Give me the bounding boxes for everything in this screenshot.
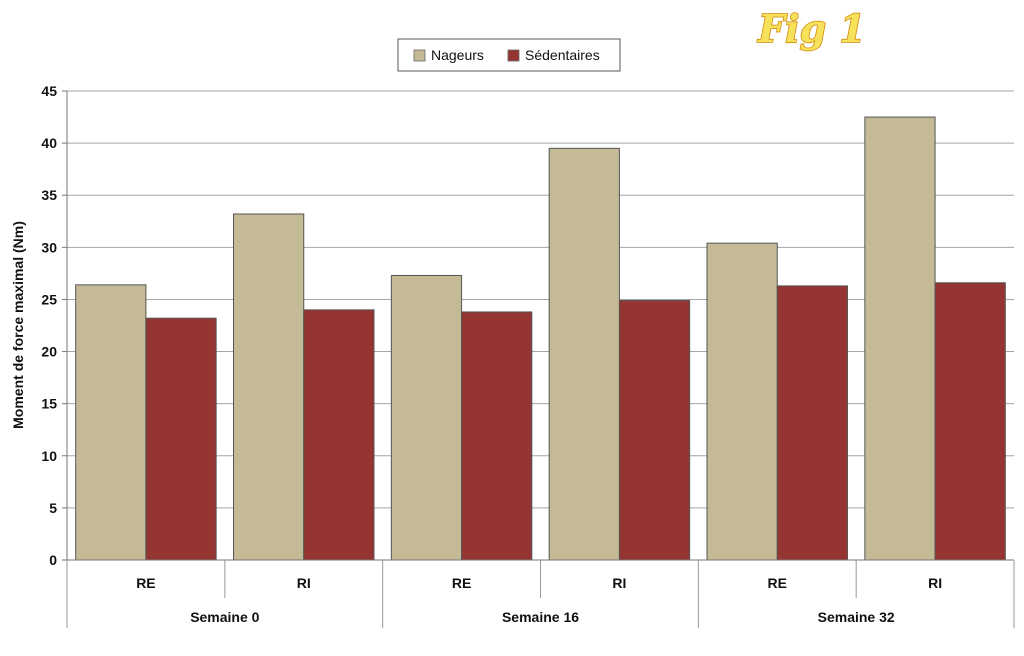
- x-category-label: RE: [136, 575, 155, 591]
- x-category-label: RI: [928, 575, 942, 591]
- legend-swatch-sedentaires: [507, 49, 520, 62]
- legend-label-nageurs: Nageurs: [431, 47, 484, 63]
- bar-nageurs: [706, 242, 778, 561]
- y-tick-label: 10: [41, 448, 57, 464]
- bar-nageurs: [548, 147, 620, 561]
- axes: 0 5 10 15 20 25 30 35 40 45 RE RI RE RI RE RI Semaine 0 S…: [41, 83, 1015, 628]
- bar-nageurs: [233, 213, 305, 561]
- y-axis-label: Moment de force maximal (Nm): [10, 221, 26, 429]
- y-tick-label: 20: [41, 344, 57, 360]
- y-tick-label: 40: [41, 135, 57, 151]
- legend-swatch-nageurs: [413, 49, 426, 62]
- x-category-label: RE: [452, 575, 471, 591]
- bar-sedentaires: [303, 309, 375, 561]
- chart-title: Fig 1: [757, 6, 866, 51]
- y-tick-label: 5: [49, 500, 57, 516]
- bar-sedentaires: [934, 282, 1006, 561]
- x-group-label: Semaine 16: [502, 609, 579, 625]
- y-tick-label: 45: [41, 83, 57, 99]
- bar-nageurs: [75, 284, 147, 561]
- y-tick-label: 15: [41, 396, 57, 412]
- x-category-label: RE: [768, 575, 787, 591]
- legend-label-sedentaires: Sédentaires: [525, 47, 600, 63]
- legend: Nageurs Sédentaires: [397, 38, 621, 72]
- x-group-label: Semaine 0: [190, 609, 259, 625]
- bars: [75, 116, 1006, 561]
- bar-sedentaires: [461, 311, 533, 561]
- y-tick-label: 25: [41, 291, 57, 307]
- x-group-label: Semaine 32: [818, 609, 895, 625]
- gridlines: [67, 90, 1014, 509]
- y-tick-label: 0: [49, 552, 57, 568]
- bar-sedentaires: [776, 285, 848, 561]
- x-category-label: RI: [297, 575, 311, 591]
- bar-nageurs: [390, 274, 463, 561]
- y-tick-label: 30: [41, 239, 57, 255]
- bar-nageurs: [864, 116, 936, 561]
- y-tick-label: 35: [41, 187, 57, 203]
- x-category-label: RI: [612, 575, 626, 591]
- bar-sedentaires: [618, 299, 691, 561]
- bar-sedentaires: [145, 317, 217, 561]
